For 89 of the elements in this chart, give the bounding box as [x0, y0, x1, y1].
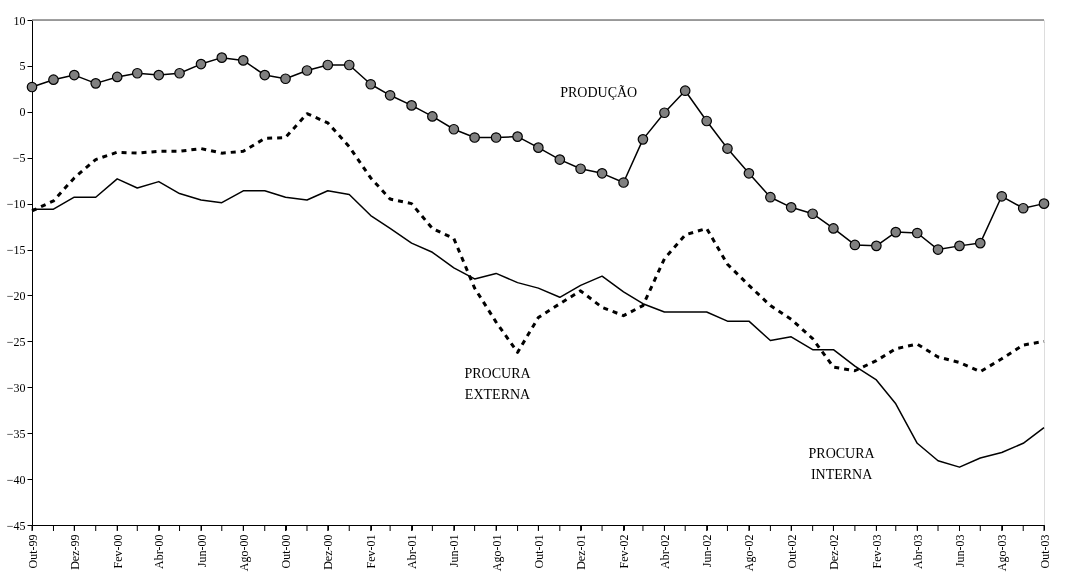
- point: [637, 134, 649, 145]
- y-tick-label: −25: [6, 334, 26, 349]
- point: [911, 227, 923, 239]
- point: [259, 69, 271, 81]
- point: [280, 73, 291, 85]
- x-tick-label: Abr-01: [405, 534, 420, 569]
- x-tick-label: Out-02: [784, 534, 799, 569]
- x-tick-label: Fev-00: [110, 534, 125, 569]
- x-tick-label: Abr-02: [657, 534, 672, 569]
- point: [427, 111, 438, 122]
- series-label: PROCURA EXTERNA: [464, 365, 532, 402]
- x-tick-label: Out-00: [279, 534, 294, 569]
- point: [1017, 202, 1029, 214]
- point: [131, 67, 143, 79]
- point: [469, 132, 480, 143]
- point: [871, 240, 882, 252]
- point: [533, 142, 544, 153]
- x-tick-label: Abr-00: [152, 534, 167, 569]
- x-tick-label: Dez-99: [67, 534, 82, 570]
- series-label: PRODUÇÃO: [560, 85, 638, 101]
- point: [48, 74, 59, 86]
- x-tick-label: Fev-01: [364, 534, 379, 569]
- point: [828, 223, 839, 234]
- point: [701, 115, 713, 127]
- x-tick-label: Out-99: [25, 534, 40, 569]
- point: [974, 237, 986, 249]
- point: [26, 81, 38, 93]
- y-tick-label: −40: [6, 472, 26, 487]
- point: [174, 67, 185, 79]
- point: [448, 123, 460, 135]
- point: [954, 240, 965, 252]
- point: [932, 244, 944, 255]
- point: [765, 191, 776, 203]
- point: [322, 59, 334, 71]
- x-tick-label: Fev-02: [617, 534, 632, 569]
- y-tick-label: −5: [12, 151, 26, 166]
- x-tick-label: Jun-01: [447, 534, 462, 568]
- point: [849, 239, 861, 251]
- point: [659, 107, 670, 119]
- x-tick-label: Jun-00: [194, 534, 209, 568]
- y-tick-label: −35: [6, 426, 26, 441]
- x-tick-label: Jun-03: [952, 534, 967, 568]
- y-tick-label: −10: [6, 197, 26, 212]
- point: [743, 168, 755, 179]
- point: [195, 58, 207, 70]
- y-tick-label: −30: [6, 380, 26, 395]
- x-tick-label: Abr-03: [910, 534, 925, 569]
- point: [785, 201, 797, 213]
- point: [153, 69, 165, 81]
- point: [406, 100, 417, 111]
- point: [618, 177, 629, 188]
- point: [68, 69, 80, 81]
- point: [512, 131, 523, 142]
- y-tick-label: 5: [19, 59, 26, 74]
- y-tick-label: −15: [6, 243, 26, 258]
- point: [384, 89, 396, 101]
- point: [490, 132, 502, 143]
- point: [722, 143, 733, 154]
- point: [111, 71, 123, 83]
- x-tick-label: Dez-02: [826, 534, 841, 570]
- point: [237, 55, 249, 66]
- point: [890, 226, 902, 238]
- point: [365, 78, 377, 90]
- text: PROCURA INTERNA: [808, 446, 876, 483]
- x-tick-label: Out-01: [531, 534, 546, 569]
- x-tick-label: Dez-01: [574, 534, 589, 570]
- point: [216, 52, 228, 63]
- x-tick-label: Dez-00: [321, 534, 336, 570]
- point: [343, 59, 355, 71]
- y-tick-label: 10: [13, 13, 26, 28]
- point: [575, 163, 586, 175]
- y-tick-label: 0: [19, 105, 26, 120]
- point: [679, 85, 691, 97]
- y-tick-label: −45: [6, 518, 26, 533]
- point: [996, 190, 1008, 202]
- point: [301, 65, 313, 76]
- x-tick-label: Jun-02: [700, 534, 715, 568]
- point: [90, 78, 102, 89]
- point: [554, 154, 566, 165]
- x-tick-label: Ago-02: [742, 534, 757, 572]
- point: [1038, 198, 1050, 209]
- y-tick-label: −20: [6, 288, 26, 303]
- x-tick-label: Ago-00: [236, 534, 251, 572]
- point: [596, 168, 608, 179]
- x-tick-label: Ago-03: [995, 534, 1010, 572]
- point: [807, 208, 818, 220]
- x-tick-label: Ago-01: [489, 534, 504, 572]
- x-tick-label: Out-03: [1037, 534, 1052, 569]
- x-tick-label: Fev-03: [869, 534, 884, 569]
